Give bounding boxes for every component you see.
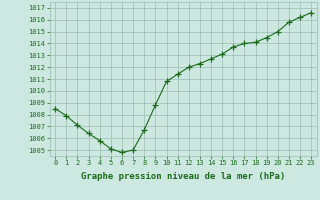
X-axis label: Graphe pression niveau de la mer (hPa): Graphe pression niveau de la mer (hPa) (81, 172, 285, 181)
